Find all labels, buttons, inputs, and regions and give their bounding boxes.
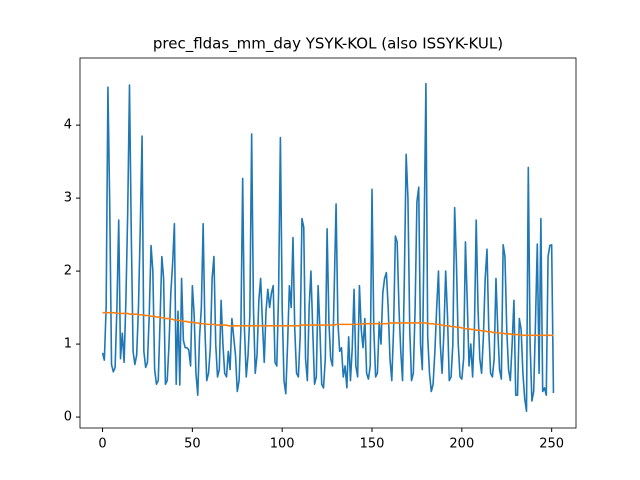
y-tick-label: 4	[64, 118, 72, 133]
plot-frame	[79, 57, 577, 429]
y-tick-label: 3	[64, 191, 72, 206]
series-line	[102, 311, 554, 337]
series-line	[101, 82, 555, 413]
chart-title: prec_fldas_mm_day YSYK-KOL (also ISSYK-K…	[153, 35, 503, 54]
y-tick-label: 0	[64, 410, 72, 425]
y-tick-label: 1	[64, 337, 72, 352]
x-tick-label: 50	[184, 437, 201, 452]
x-tick-label: 100	[270, 437, 295, 452]
x-tick-label: 0	[98, 437, 106, 452]
x-tick-label: 200	[449, 437, 474, 452]
y-tick-label: 2	[64, 264, 72, 279]
x-tick-label: 150	[360, 437, 385, 452]
x-tick-label: 250	[539, 437, 564, 452]
